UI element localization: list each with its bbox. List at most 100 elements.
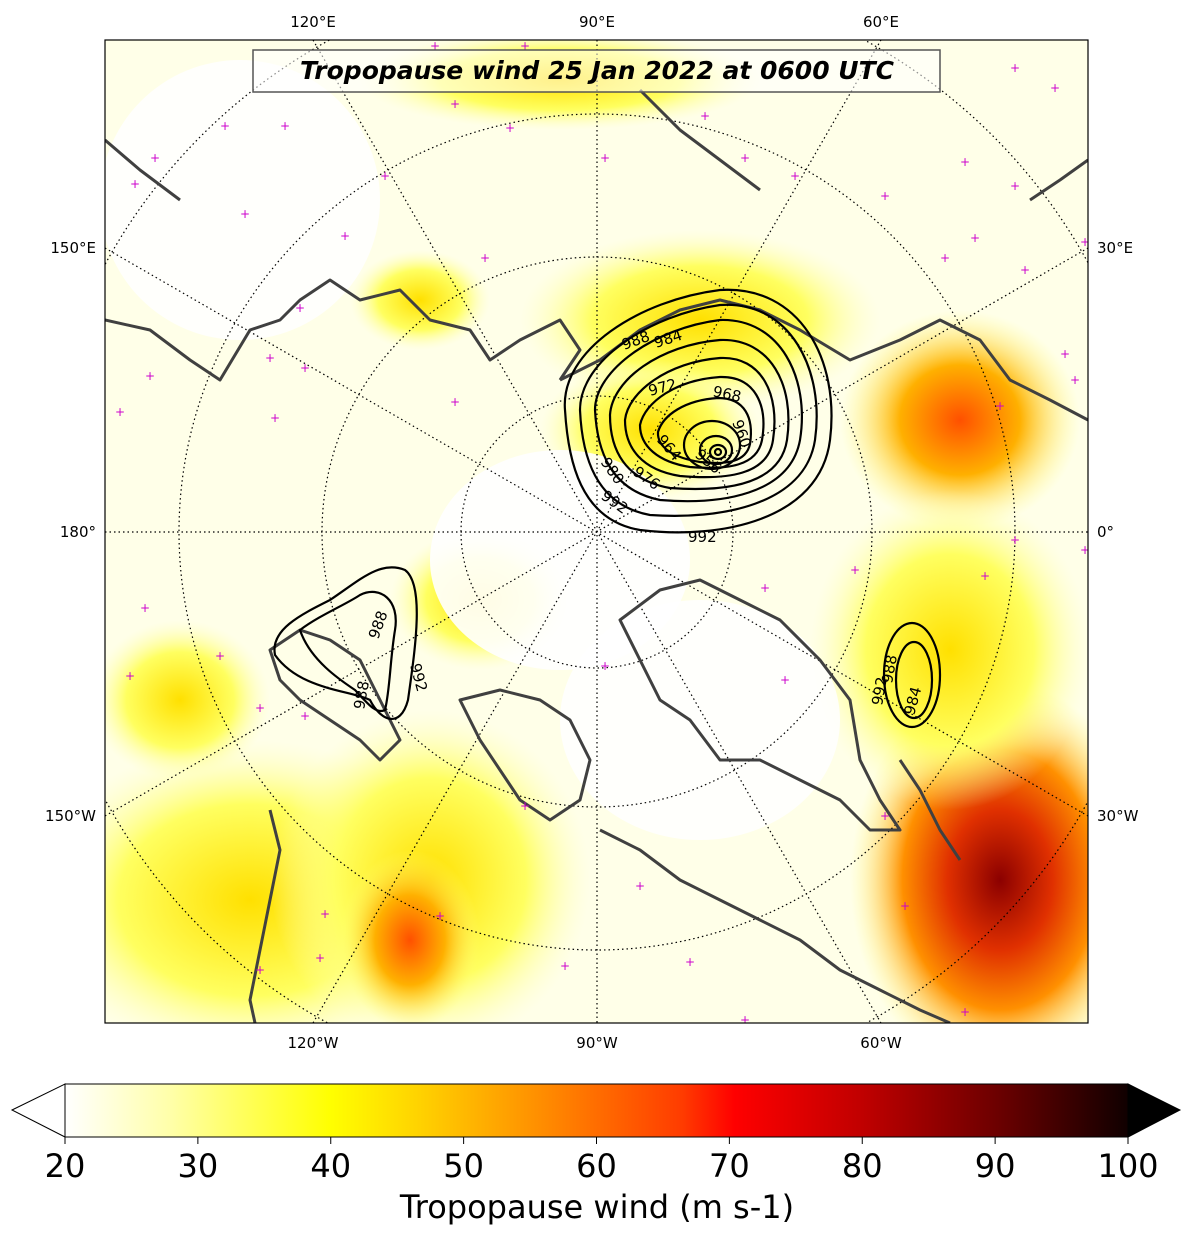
station-markers: + + + + + + + + + + + + + + + + + + + + …: [115, 39, 1088, 1027]
station-marker: +: [380, 169, 390, 183]
station-marker: +: [980, 569, 990, 583]
coast-hudson: [599, 828, 951, 1023]
station-marker: +: [1010, 533, 1020, 547]
lon-label-bottom: 60°W: [860, 1034, 902, 1052]
station-marker: +: [255, 963, 265, 977]
station-marker: +: [940, 251, 950, 265]
colorbar-tick-label: 100: [1097, 1147, 1158, 1185]
wind-calm-siberia: [105, 60, 380, 340]
colorbar-tick-label: 90: [975, 1147, 1016, 1185]
station-marker: +: [700, 109, 710, 123]
station-marker: +: [520, 39, 530, 53]
station-marker: +: [150, 151, 160, 165]
station-marker: +: [740, 1013, 750, 1027]
station-marker: +: [130, 177, 140, 191]
station-marker: +: [685, 955, 695, 969]
colorbar-tick-label: 60: [576, 1147, 617, 1185]
station-marker: +: [255, 701, 265, 715]
lat-circle-70: [321, 256, 873, 808]
colorbar-extend-low: [10, 1083, 66, 1138]
lon-label-left: 150°W: [45, 807, 96, 825]
colorbar-title: Tropopause wind (m s-1): [399, 1188, 794, 1226]
lon-label-top: 120°E: [290, 13, 336, 31]
colorbar-tick-label: 50: [443, 1147, 484, 1185]
station-marker: +: [315, 951, 325, 965]
station-marker: +: [280, 119, 290, 133]
station-marker: +: [995, 399, 1005, 413]
station-marker: +: [1050, 81, 1060, 95]
station-marker: +: [560, 959, 570, 973]
contour-label: 988: [878, 653, 901, 684]
graticule: [105, 40, 1088, 1023]
wind-calm-greenland: [560, 600, 840, 840]
colorbar-extend-high: [1127, 1083, 1182, 1138]
station-marker: +: [115, 405, 125, 419]
wind-patch-europe: [840, 310, 1080, 530]
coast-taymyr: [638, 88, 761, 192]
colorbar-tick-label: 30: [178, 1147, 219, 1185]
station-marker: +: [435, 909, 445, 923]
coast-eurasia-north: [559, 298, 1088, 422]
contour-label: 988: [350, 679, 373, 710]
station-marker: +: [295, 301, 305, 315]
contour-992-labrador: [882, 621, 942, 729]
contour-988: [578, 303, 818, 517]
coast-labrador: [898, 759, 962, 861]
station-marker: +: [520, 799, 530, 813]
low-labrador: [882, 621, 942, 729]
contour-980: [608, 338, 790, 491]
map-frame: [104, 39, 1089, 1024]
meridian-150w-30e: [105, 247, 1088, 817]
contour-label: 992: [868, 675, 891, 706]
contour-960: [698, 434, 734, 466]
station-marker: +: [600, 151, 610, 165]
wind-patch-rockies: [340, 850, 480, 1023]
station-marker: +: [220, 119, 230, 133]
contour-988-bering: [298, 590, 397, 713]
coast-canadian-arctic: [458, 688, 592, 822]
station-marker: +: [270, 411, 280, 425]
wind-patch-siberia: [350, 250, 490, 350]
station-marker: +: [340, 229, 350, 243]
lon-label-top: 90°E: [579, 13, 615, 31]
station-marker: +: [760, 581, 770, 595]
lon-label-left: 180°: [60, 523, 96, 541]
lon-label-top: 60°E: [863, 13, 899, 31]
station-marker: +: [240, 207, 250, 221]
lon-label-right: 0°: [1097, 523, 1114, 541]
lon-label-left: 150°E: [50, 239, 96, 257]
lat-circle-80: [460, 395, 734, 669]
station-marker: +: [960, 155, 970, 169]
contour-992-bering: [273, 566, 418, 721]
station-marker: +: [1010, 179, 1020, 193]
station-marker: +: [1020, 263, 1030, 277]
station-marker: +: [960, 1005, 970, 1019]
station-marker: +: [1010, 61, 1020, 75]
meridian-120w-60e: [312, 40, 882, 1023]
station-marker: +: [1070, 373, 1080, 387]
map-panel: + + + + + + + + + + + + + + + + + + + + …: [105, 39, 1088, 1027]
contour-968: [656, 396, 752, 465]
station-marker: +: [265, 351, 275, 365]
station-marker: +: [505, 121, 515, 135]
station-marker: +: [300, 709, 310, 723]
coast-pacific-na: [248, 809, 282, 1023]
station-marker: +: [480, 251, 490, 265]
station-marker: +: [970, 231, 980, 245]
station-marker: +: [145, 369, 155, 383]
coast-norway: [1029, 158, 1088, 202]
contour-972: [638, 375, 765, 469]
low-north-atlantic: [563, 288, 833, 534]
station-marker: +: [320, 907, 330, 921]
contour-label: 992: [688, 528, 717, 546]
lon-label-right: 30°E: [1097, 239, 1133, 257]
lon-label-bottom: 90°W: [576, 1034, 618, 1052]
lon-label-right: 30°W: [1097, 807, 1139, 825]
contour-label: 968: [711, 382, 743, 406]
station-marker: +: [850, 563, 860, 577]
title-frame: [252, 49, 941, 93]
contour-976: [623, 356, 776, 479]
station-marker: +: [125, 669, 135, 683]
station-marker: +: [880, 809, 890, 823]
